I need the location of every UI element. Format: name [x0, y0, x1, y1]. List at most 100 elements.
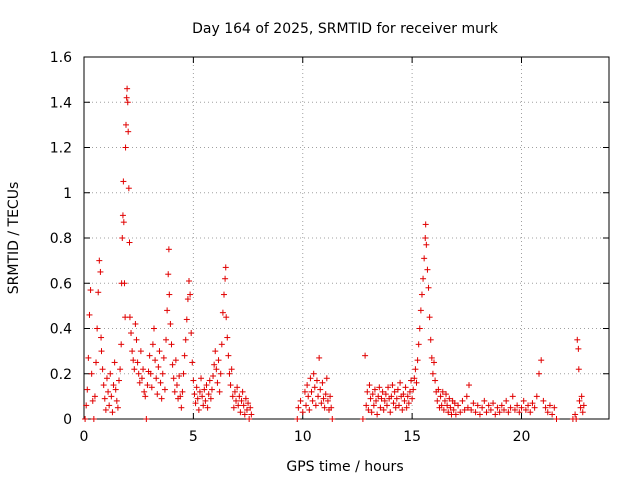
data-point: [414, 357, 421, 364]
data-point: [375, 393, 382, 400]
data-point: [167, 320, 174, 327]
data-point: [507, 404, 514, 411]
data-point: [176, 373, 183, 380]
data-point: [225, 352, 232, 359]
data-point: [114, 404, 121, 411]
data-point: [463, 393, 470, 400]
data-point: [374, 411, 381, 418]
data-point: [371, 386, 378, 393]
x-tick-label: 10: [294, 429, 312, 445]
data-point: [503, 397, 510, 404]
data-point: [382, 391, 389, 398]
data-point: [514, 402, 521, 409]
data-point: [312, 402, 319, 409]
data-point: [96, 257, 103, 264]
data-point: [447, 404, 454, 411]
data-point: [410, 386, 417, 393]
data-point: [364, 388, 371, 395]
data-point: [126, 239, 133, 246]
data-point: [546, 402, 553, 409]
data-point: [421, 255, 428, 262]
data-point: [198, 375, 205, 382]
data-point: [476, 411, 483, 418]
data-point: [328, 404, 335, 411]
data-point: [444, 402, 451, 409]
data-point: [226, 370, 233, 377]
data-point: [113, 397, 120, 404]
data-point: [437, 393, 444, 400]
data-point: [533, 393, 540, 400]
data-point: [188, 330, 195, 337]
data-point: [297, 397, 304, 404]
data-point: [172, 357, 179, 364]
data-point: [164, 307, 171, 314]
data-point: [378, 395, 385, 402]
data-point: [422, 235, 429, 241]
data-point: [415, 341, 422, 348]
data-point: [551, 404, 558, 411]
data-point: [368, 409, 375, 416]
data-point: [242, 395, 249, 402]
data-point: [151, 325, 157, 332]
data-point: [455, 402, 462, 409]
data-point: [161, 386, 168, 393]
data-point: [117, 366, 124, 373]
data-point: [179, 388, 186, 395]
data-point: [572, 411, 579, 418]
data-point: [132, 320, 139, 327]
data-point: [383, 402, 390, 409]
data-point: [394, 386, 401, 393]
chart-title: Day 164 of 2025, SRMTID for receiver mur…: [192, 21, 499, 37]
data-point: [362, 352, 369, 359]
data-point: [408, 377, 415, 384]
data-point: [100, 382, 107, 389]
data-point: [240, 402, 247, 409]
data-point: [233, 397, 240, 404]
data-point: [116, 377, 122, 384]
data-point: [98, 334, 105, 341]
data-point: [236, 393, 243, 400]
data-point: [579, 409, 586, 416]
data-point: [165, 246, 172, 253]
data-point: [318, 400, 325, 407]
data-point: [509, 393, 516, 400]
data-point: [83, 402, 90, 409]
data-point: [520, 397, 527, 404]
data-point: [89, 397, 96, 404]
data-point: [518, 404, 525, 411]
data-point: [459, 397, 466, 404]
data-point: [101, 395, 108, 402]
data-point: [306, 406, 313, 413]
data-point: [434, 397, 441, 404]
data-point: [540, 397, 547, 404]
data-point: [496, 409, 503, 416]
data-point: [401, 397, 408, 404]
data-points: [82, 85, 587, 422]
data-point: [365, 406, 372, 413]
data-point: [385, 384, 392, 391]
data-point: [428, 354, 435, 361]
data-point: [243, 406, 250, 413]
data-point: [207, 395, 214, 402]
data-point: [165, 271, 172, 278]
y-tick-labels: 0 0.2 0.4 0.6 0.8 1 1.2 1.4 1.6: [50, 50, 72, 428]
data-point: [90, 416, 97, 422]
data-point: [98, 348, 105, 355]
data-point: [531, 404, 538, 411]
data-point: [180, 370, 187, 377]
data-point: [210, 373, 217, 380]
data-point: [412, 366, 419, 373]
data-point: [129, 348, 136, 355]
data-point: [577, 404, 584, 411]
data-point: [86, 311, 93, 318]
data-point: [321, 404, 328, 411]
data-point: [373, 397, 380, 404]
data-point: [389, 382, 396, 389]
plot-frame: [83, 56, 610, 420]
data-point: [241, 411, 248, 418]
data-point: [470, 400, 477, 407]
data-point: [230, 404, 237, 411]
data-point: [216, 388, 223, 395]
data-point: [102, 406, 109, 413]
data-point: [501, 406, 507, 413]
